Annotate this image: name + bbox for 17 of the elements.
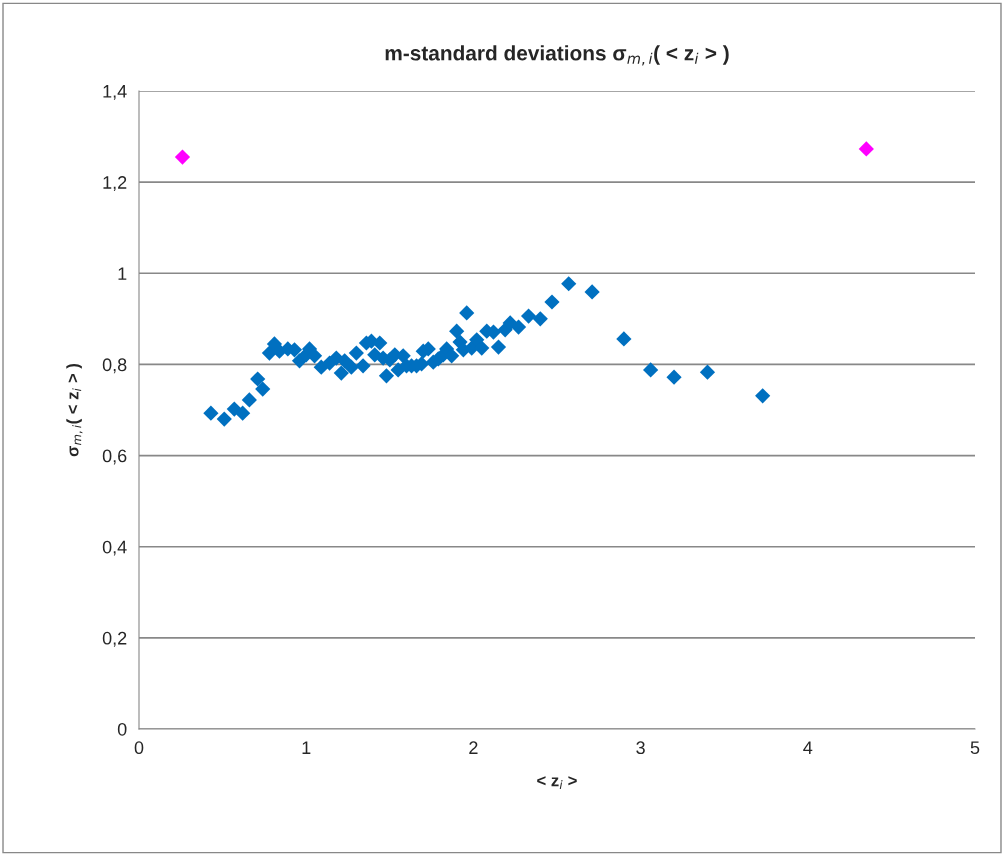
y-tick-label: 1,4 xyxy=(103,85,127,100)
x-tick-label: 1 xyxy=(302,741,311,754)
y-axis-title: σ$_{m,i}$( < z$_{i}$ > ) xyxy=(66,363,83,457)
x-axis-title: < z$_{i}$ > xyxy=(537,776,577,789)
y-tick-label: 0 xyxy=(117,722,127,736)
y-tick-label: 0,4 xyxy=(102,540,127,556)
y-tick-label: 0,6 xyxy=(102,449,127,465)
x-tick-label: 3 xyxy=(636,741,645,755)
y-tick-label: 0,8 xyxy=(102,358,127,374)
x-tick-label: 5 xyxy=(970,741,980,755)
x-tick-label: 0 xyxy=(134,741,144,755)
x-tick-label: 4 xyxy=(803,741,813,754)
y-tick-label: 1,2 xyxy=(103,176,127,191)
chart-title: m-standard deviations σ$_{m,i}$( < z$_{i}$ > ) xyxy=(385,45,729,66)
x-tick-label: 2 xyxy=(469,741,478,754)
y-tick-label: 1 xyxy=(118,267,127,280)
y-tick-label: 0,2 xyxy=(102,631,127,647)
